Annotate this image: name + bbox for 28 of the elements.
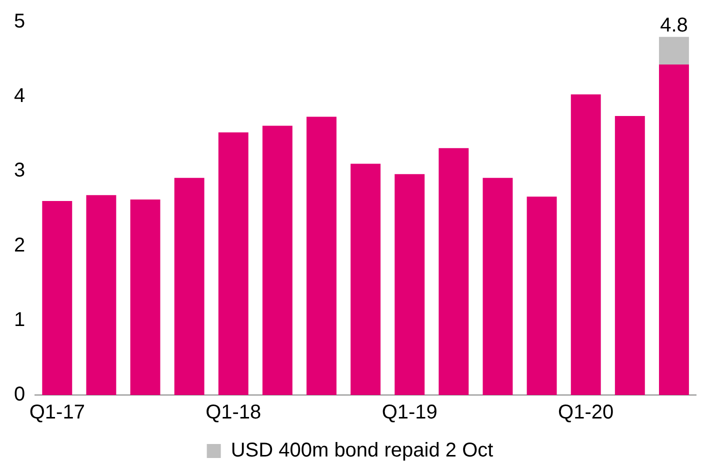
bar [394,174,425,395]
y-tick-label: 5 [14,10,26,33]
bar [658,36,689,65]
bar [614,116,645,395]
bar [306,116,336,395]
y-tick-label: 1 [14,308,26,331]
legend-label: USD 400m bond repaid 2 Oct [230,440,494,462]
bar [526,196,557,395]
bar [262,126,292,395]
bar [438,148,469,395]
y-tick-label: 4 [14,85,26,108]
bar [350,164,381,395]
y-tick-label: 3 [14,160,26,182]
bar [570,94,601,395]
y-tick-label: 0 [14,384,26,406]
x-tick-label: Q1-17 [29,402,85,424]
bar [130,200,160,395]
y-tick-label: 2 [14,234,26,256]
bar [42,201,72,395]
x-tick-label: Q1-19 [382,402,438,424]
x-tick-label: Q1-20 [558,402,614,424]
bar [218,132,248,395]
bar [174,178,204,395]
x-tick-label: Q1-18 [206,402,262,424]
total-label: 4.8 [660,14,688,36]
bar [86,195,116,395]
bar [658,64,689,395]
bar [482,178,513,395]
